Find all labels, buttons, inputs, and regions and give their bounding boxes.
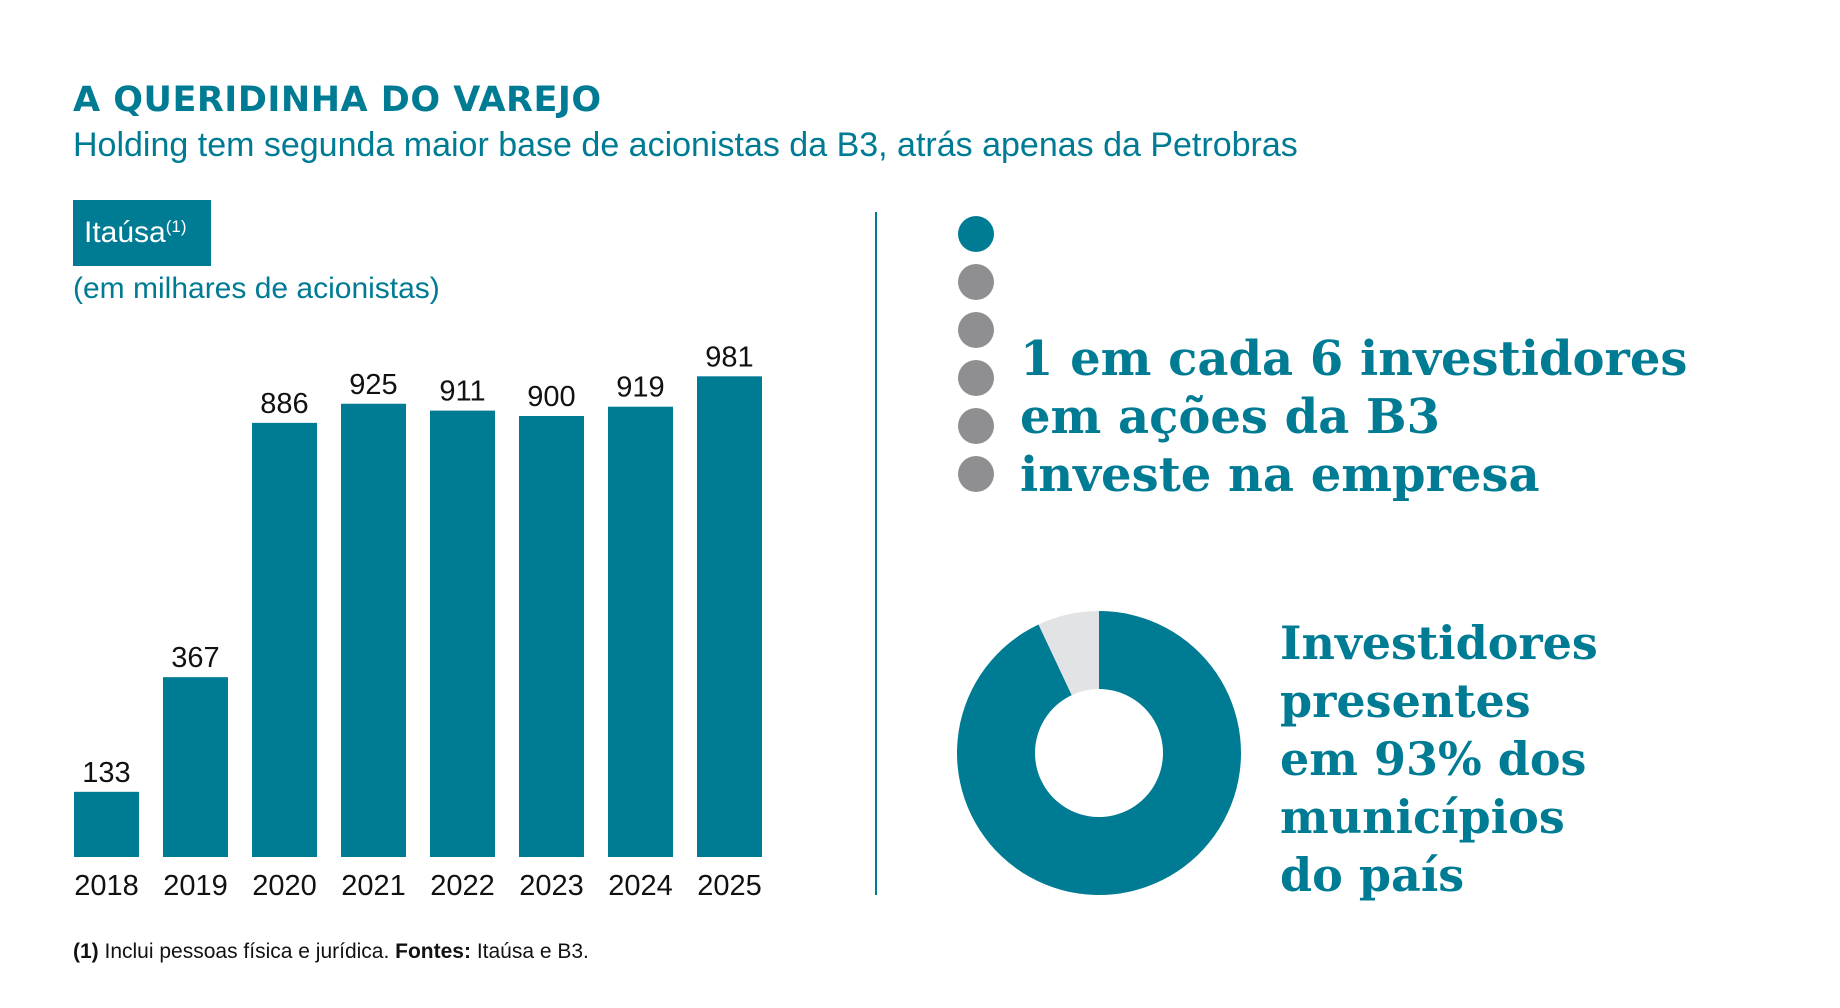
stat-municipalities-line: municípios — [1280, 790, 1565, 844]
stat-municipalities-line: presentes — [1280, 674, 1531, 728]
bar-value-label: 900 — [527, 381, 575, 413]
stat-municipalities-line: Investidores — [1280, 616, 1598, 670]
bar-value-label: 911 — [439, 376, 485, 408]
divider-line — [875, 212, 877, 895]
footnote: (1) Inclui pessoas física e jurídica. Fo… — [73, 940, 589, 964]
dot — [958, 408, 994, 444]
dot — [958, 456, 994, 492]
footnote-text: Inclui pessoas física e jurídica. — [98, 940, 396, 963]
badge-label: Itaúsa — [84, 216, 166, 249]
x-tick-label: 2022 — [430, 870, 495, 902]
x-tick-label: 2020 — [252, 870, 317, 902]
bar-2024 — [608, 406, 673, 857]
stat-investors-line: investe na empresa — [1020, 447, 1540, 503]
donut-chart — [957, 611, 1241, 895]
unit-label: (em milhares de acionistas) — [73, 272, 440, 305]
donut-slice-present — [957, 611, 1241, 895]
company-badge: Itaúsa (1) — [73, 200, 211, 266]
stat-municipalities-text: Investidores presentes em 93% dos municí… — [1280, 614, 1598, 904]
stat-investors-text: 1 em cada 6 investidores em ações da B3 … — [1020, 330, 1687, 504]
dot — [958, 264, 994, 300]
stat-municipalities-line: do país — [1280, 848, 1465, 902]
bar-2023 — [519, 416, 584, 857]
bar-value-label: 367 — [171, 642, 219, 674]
stat-investors-line: 1 em cada 6 investidores — [1020, 331, 1688, 387]
stat-investors-line: em ações da B3 — [1020, 389, 1440, 445]
stat-municipalities-line: em 93% dos — [1280, 732, 1587, 786]
bar-value-label: 919 — [616, 372, 664, 404]
x-tick-label: 2025 — [697, 870, 762, 902]
x-tick-label: 2021 — [341, 870, 406, 902]
bar-value-label: 981 — [705, 341, 753, 373]
x-tick-label: 2023 — [519, 870, 584, 902]
bar-value-label: 925 — [349, 369, 397, 401]
chart-subtitle: Holding tem segunda maior base de acioni… — [73, 126, 1298, 164]
bar-value-label: 886 — [260, 388, 308, 420]
x-tick-label: 2018 — [74, 870, 139, 902]
bar-2018 — [74, 791, 139, 857]
dot — [958, 312, 994, 348]
x-tick-label: 2019 — [163, 870, 228, 902]
footnote-sources-label: Fontes: — [395, 940, 471, 963]
bar-value-label: 133 — [82, 757, 130, 789]
chart-title: A QUERIDINHA DO VAREJO — [73, 80, 602, 120]
bar-chart: 133 2018 367 2019 886 2020 925 2021 911 2022 900 20… — [74, 341, 762, 902]
investor-dots — [958, 216, 994, 504]
dot — [958, 360, 994, 396]
bar-2019 — [163, 677, 228, 857]
footnote-mark: (1) — [73, 940, 99, 963]
bar-2022 — [430, 410, 495, 857]
bar-2020 — [252, 422, 317, 857]
footnote-sources: Itaúsa e B3. — [470, 940, 589, 963]
dot-highlighted — [958, 216, 994, 252]
badge-note-mark: (1) — [165, 217, 187, 236]
donut-slice-absent — [1038, 611, 1099, 696]
bar-2025 — [697, 376, 762, 857]
x-tick-label: 2024 — [608, 870, 673, 902]
bar-2021 — [341, 403, 406, 857]
